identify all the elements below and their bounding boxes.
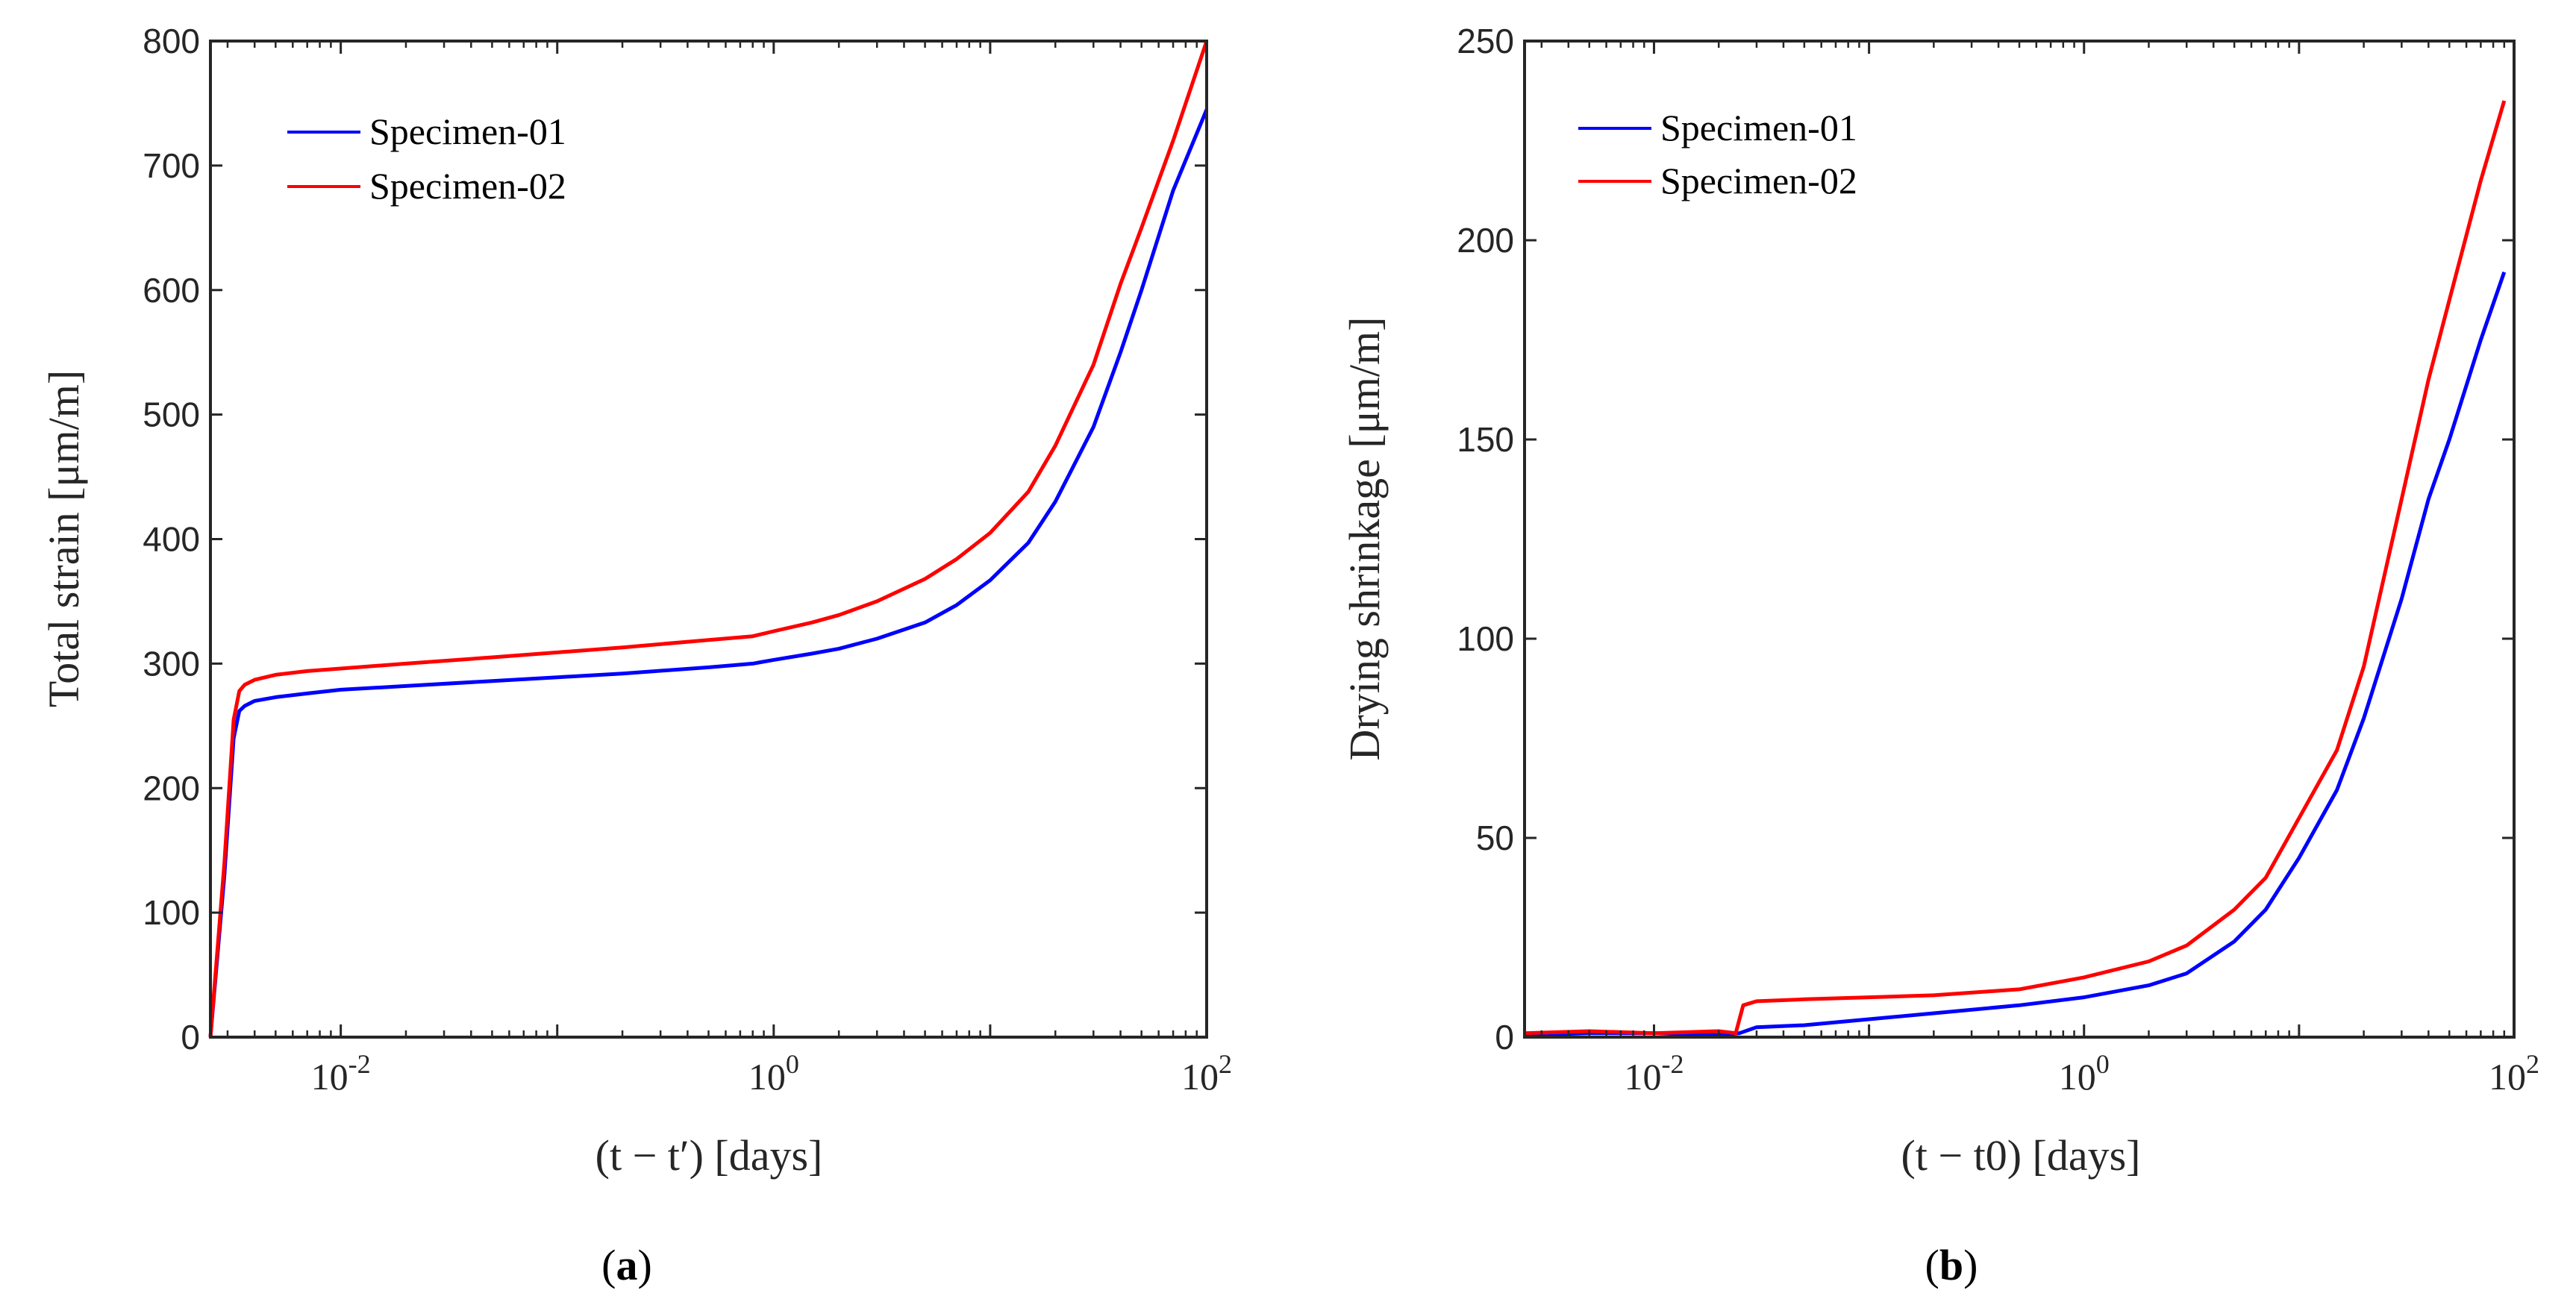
plot-lines-a xyxy=(208,40,1209,1038)
x-tick-label-b: 102 xyxy=(2489,1049,2539,1098)
series-line-specimen-02-b xyxy=(1524,100,2507,1036)
panel-label-b: (b) xyxy=(1925,1241,1978,1289)
plot-frame-a xyxy=(209,40,1208,1039)
legend-label-specimen-01-a: Specimen-01 xyxy=(369,110,566,152)
y-tick-label-a: 600 xyxy=(143,271,200,310)
x-axis-label-b: (t − t0) [days] xyxy=(1901,1131,2140,1180)
panel-b: 0 50 100 150 200 250 10-2 100 102 (t − t0) [day… xyxy=(1340,22,2539,1289)
y-tick-label-b: 0 xyxy=(1495,1018,1514,1057)
x-tick-labels-b: 10-2 100 102 xyxy=(1624,1049,2539,1098)
legend-label-specimen-02-a: Specimen-02 xyxy=(369,165,566,207)
y-tick-label-a: 700 xyxy=(143,146,200,185)
y-tick-labels-b: 0 50 100 150 200 250 xyxy=(1457,22,1514,1057)
x-tick-labels-a: 10-2 100 102 xyxy=(311,1049,1232,1098)
x-tick-label-a: 102 xyxy=(1181,1049,1232,1098)
x-tick-label-b: 10-2 xyxy=(1624,1049,1684,1098)
y-tick-label-a: 400 xyxy=(143,520,200,559)
series-line-specimen-01-b xyxy=(1524,271,2507,1037)
panel-a: 0 100 200 300 400 500 600 700 800 10-2 100 102 (t … xyxy=(40,22,1232,1289)
y-tick-labels-a: 0 100 200 300 400 500 600 700 800 xyxy=(143,22,200,1057)
y-tick-label-a: 100 xyxy=(143,893,200,932)
ticks-b xyxy=(1525,40,2516,1039)
series-line-specimen-02-a xyxy=(208,40,1209,1038)
legend-b: Specimen-01 Specimen-02 xyxy=(1578,107,1857,201)
y-tick-label-a: 0 xyxy=(181,1018,200,1057)
x-tick-label-a: 10-2 xyxy=(311,1049,371,1098)
y-tick-label-b: 250 xyxy=(1457,22,1514,60)
legend-a: Specimen-01 Specimen-02 xyxy=(287,110,566,207)
y-tick-label-b: 150 xyxy=(1457,420,1514,459)
x-tick-label-a: 100 xyxy=(748,1049,799,1098)
ticks-a xyxy=(210,40,1208,1039)
panel-label-a: (a) xyxy=(601,1241,652,1289)
x-axis-label-a: (t − t′) [days] xyxy=(595,1131,823,1180)
series-line-specimen-01-a xyxy=(208,108,1209,1038)
y-tick-label-a: 500 xyxy=(143,395,200,434)
y-tick-label-a: 300 xyxy=(143,644,200,683)
y-axis-label-a: Total strain [μm/m] xyxy=(40,370,88,707)
y-axis-label-b: Drying shrinkage [μm/m] xyxy=(1340,317,1389,761)
y-tick-label-b: 50 xyxy=(1476,819,1514,857)
legend-label-specimen-02-b: Specimen-02 xyxy=(1660,160,1857,201)
y-tick-label-b: 100 xyxy=(1457,619,1514,658)
y-tick-label-b: 200 xyxy=(1457,221,1514,260)
legend-label-specimen-01-b: Specimen-01 xyxy=(1660,107,1857,148)
y-tick-label-a: 800 xyxy=(143,22,200,60)
y-tick-label-a: 200 xyxy=(143,769,200,807)
x-tick-label-b: 100 xyxy=(2059,1049,2110,1098)
plot-lines-b xyxy=(1524,100,2507,1037)
